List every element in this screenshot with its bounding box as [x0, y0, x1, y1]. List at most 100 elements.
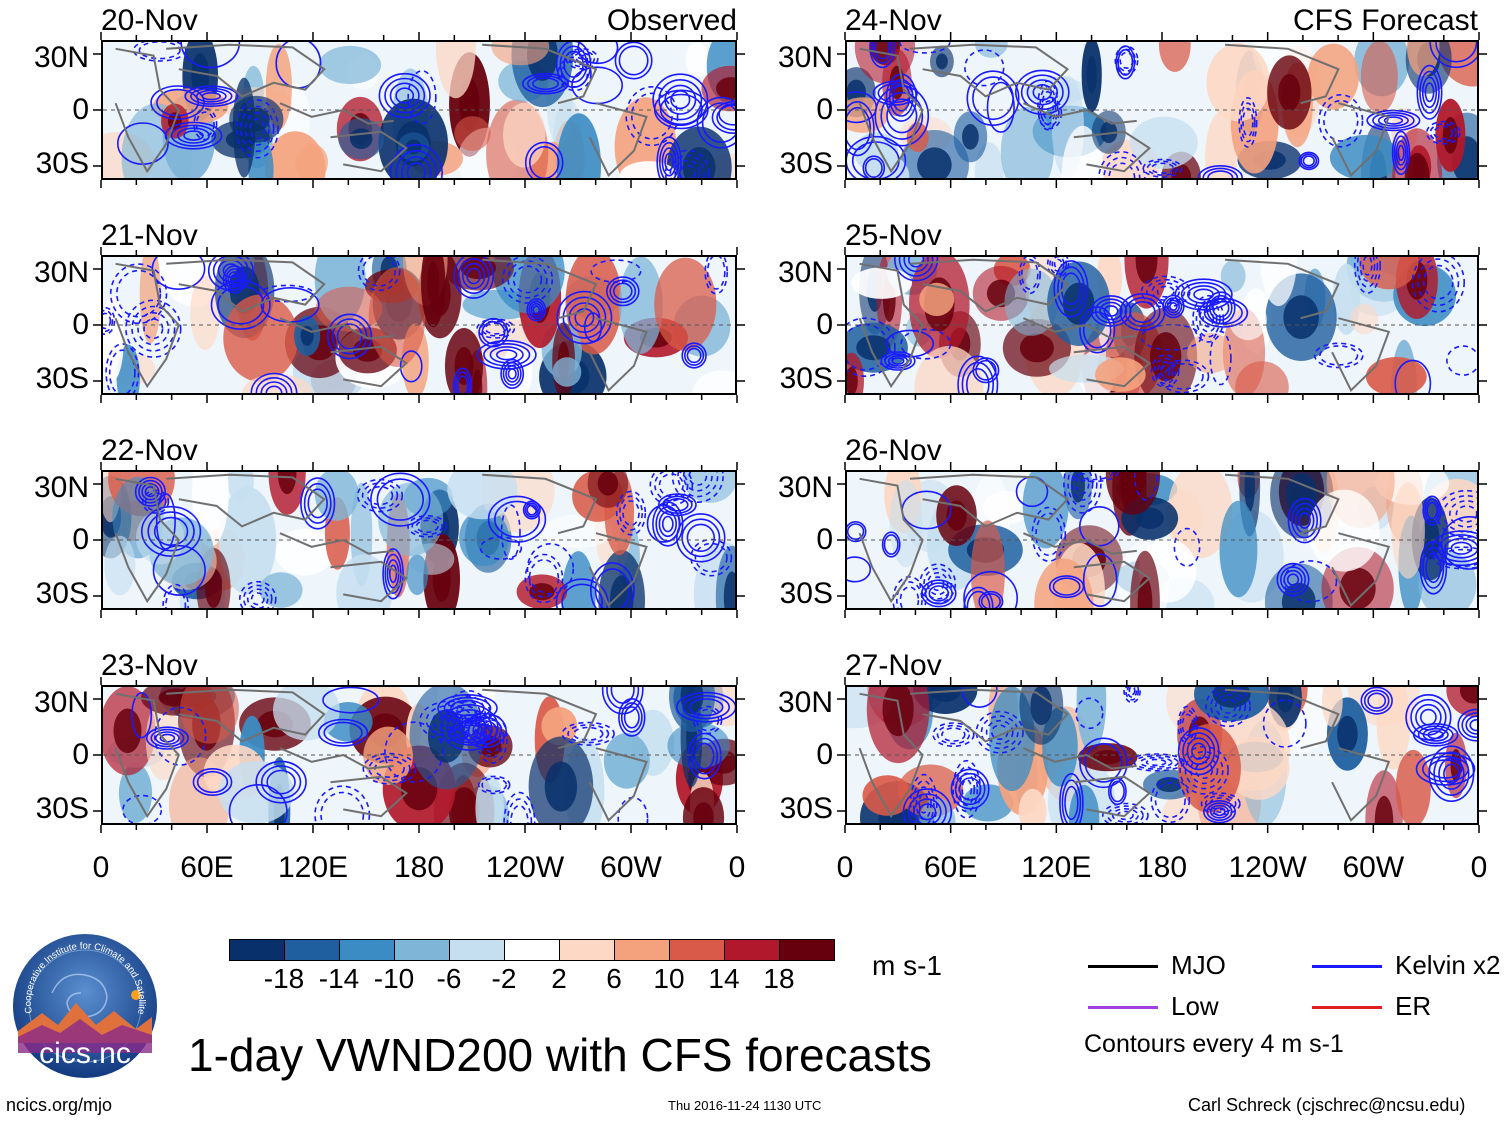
kelvin-contour-positive [370, 472, 431, 527]
kelvin-contour-positive [980, 593, 1001, 608]
kelvin-contour-positive [652, 501, 684, 547]
kelvin-contour-negative [915, 786, 932, 820]
kelvin-contour-positive [1209, 804, 1230, 819]
kelvin-contour-negative [407, 70, 437, 125]
coastline [588, 532, 648, 607]
coastline [330, 560, 409, 603]
kelvin-contour-positive [454, 371, 471, 393]
kelvin-contour-negative [1108, 162, 1136, 178]
kelvin-contour-positive [1405, 693, 1452, 741]
lat-label: 0 [72, 93, 89, 126]
lat-label: 30N [33, 41, 89, 74]
anomaly-blob [1034, 558, 1094, 608]
kelvin-contour-positive [1186, 737, 1211, 765]
kelvin-contour-positive [1424, 82, 1435, 103]
coastline [330, 345, 409, 388]
kelvin-contour-negative [941, 727, 966, 742]
kelvin-contour-positive [847, 521, 867, 543]
kelvin-contour-positive [1057, 266, 1085, 312]
coastline [588, 747, 648, 822]
kelvin-contour-positive [577, 42, 619, 65]
kelvin-contour-positive [155, 731, 180, 745]
anomaly-map [847, 687, 1477, 823]
kelvin-contour-positive [1444, 537, 1477, 559]
lat-label: 30N [777, 471, 833, 504]
anomaly-blob [1018, 788, 1047, 823]
kelvin-contour-positive [531, 77, 559, 91]
kelvin-contour-positive [1363, 689, 1390, 712]
coastline [1073, 130, 1152, 173]
footer-url[interactable]: ncics.org/mjo [6, 1095, 113, 1115]
kelvin-contour-negative [669, 154, 706, 178]
kelvin-contour-negative [1125, 687, 1140, 701]
coastline [1224, 43, 1340, 105]
kelvin-contour-negative [357, 257, 401, 292]
anomaly-core [1030, 687, 1053, 726]
coastline [1224, 258, 1340, 320]
kelvin-contour-positive [303, 482, 332, 524]
observed-title: Observed [606, 4, 737, 37]
colorbar-label: 10 [653, 963, 685, 994]
kelvin-contour-negative [480, 320, 512, 337]
kelvin-contour-positive [1300, 153, 1318, 169]
lon-label: 120W [1228, 851, 1307, 884]
kelvin-contour-positive [134, 476, 167, 507]
kelvin-contour-positive [327, 313, 373, 360]
kelvin-contour-positive [1425, 552, 1442, 584]
kelvin-contour-negative [1205, 687, 1251, 728]
kelvin-contour-positive [1415, 752, 1476, 786]
kelvin-contour-negative [524, 553, 564, 604]
kelvin-contour-negative [103, 309, 114, 333]
kelvin-contour-negative [1128, 687, 1136, 696]
kelvin-contour-positive [522, 500, 541, 520]
panel-date-21-nov: 21-Nov [101, 219, 198, 252]
kelvin-contour-negative [1140, 323, 1202, 351]
kelvin-contour-positive [1469, 719, 1477, 732]
axis-ticks [837, 462, 1487, 618]
kelvin-contour-positive [528, 300, 545, 320]
colorbar-swatch [284, 939, 340, 961]
anomaly-blob [223, 294, 299, 382]
map-panel-25-nov [845, 255, 1479, 395]
kelvin-contour-positive [1377, 114, 1409, 127]
kelvin-contour-negative [1140, 275, 1191, 308]
coastline [114, 47, 180, 174]
kelvin-contour-positive [556, 290, 613, 345]
kelvin-contour-negative [1189, 756, 1219, 785]
kelvin-contour-negative [477, 775, 511, 795]
anomaly-core [454, 347, 474, 385]
kelvin-contour-positive [1438, 757, 1465, 790]
kelvin-contour-negative [688, 472, 708, 486]
kelvin-contour-positive [406, 162, 426, 178]
kelvin-contour-negative [1051, 257, 1065, 272]
kelvin-contour-negative [1133, 755, 1179, 770]
kelvin-contour-positive [452, 367, 473, 393]
colorbar-swatch [669, 939, 725, 961]
kelvin-contour-positive [1421, 755, 1469, 783]
anomaly-blob [242, 374, 313, 393]
lon-label: 0 [1470, 851, 1488, 884]
kelvin-contour-positive [656, 136, 682, 178]
kelvin-contour-positive [561, 583, 603, 608]
kelvin-contour-negative [847, 323, 890, 371]
kelvin-contour-negative [952, 759, 982, 819]
kelvin-contour-positive [1053, 260, 1089, 318]
kelvin-contour-positive [1372, 112, 1415, 130]
kelvin-contour-positive [903, 257, 929, 273]
kelvin-contour-positive [676, 691, 735, 723]
coastline [114, 692, 180, 819]
kelvin-contour-negative [692, 705, 723, 735]
kelvin-contour-negative [507, 260, 548, 299]
coastline [1224, 688, 1340, 750]
kelvin-contour-positive [463, 712, 507, 749]
kelvin-contour-negative [362, 257, 396, 287]
coastline [330, 130, 409, 173]
kelvin-contour-positive [1298, 151, 1320, 171]
kelvin-contour-positive [594, 568, 631, 608]
coastline [588, 102, 648, 177]
kelvin-contour-positive [1397, 144, 1405, 161]
kelvin-contour-positive [694, 742, 715, 770]
kelvin-contour-positive [1082, 311, 1112, 349]
kelvin-contour-positive [1109, 780, 1125, 803]
kelvin-contour-negative [1067, 472, 1098, 508]
